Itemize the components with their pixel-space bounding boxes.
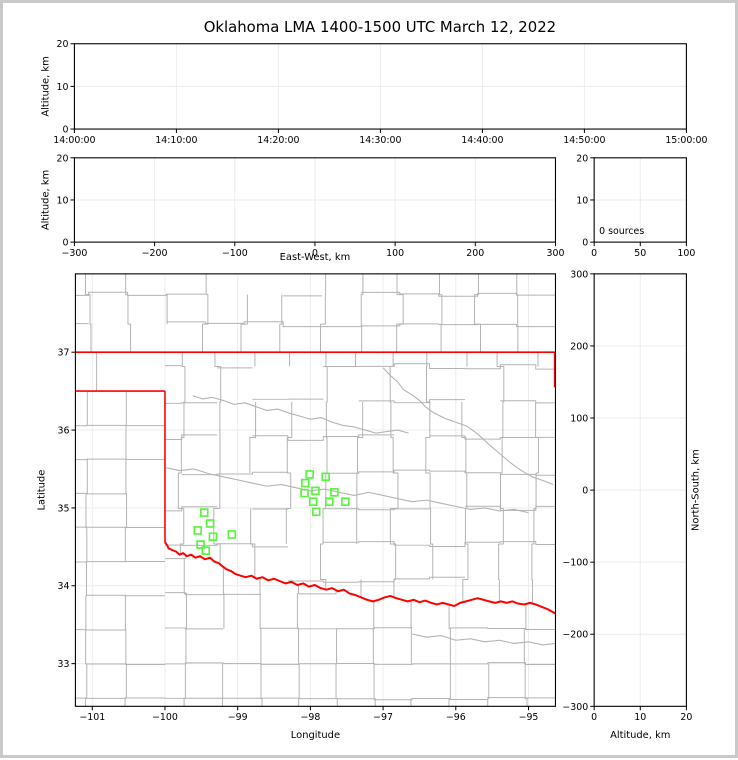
x-tick-label: 10 <box>634 712 646 723</box>
y-tick-label: 20 <box>56 39 68 50</box>
latitude-tick-label: 36 <box>57 426 69 437</box>
longitude-tick-label: −95 <box>519 712 539 723</box>
county-boundaries-texas-east <box>164 554 556 707</box>
latitude-tick-label: 35 <box>57 503 69 514</box>
x-tick-label: 14:00:00 <box>53 135 95 146</box>
x-tick-label: 0 <box>312 248 318 259</box>
y-tick-label: 20 <box>576 153 588 164</box>
lma-stations-group <box>193 470 350 556</box>
map-xlabel: Longitude <box>291 730 340 741</box>
y-tick-label: 0 <box>582 486 588 497</box>
y-tick-label: 20 <box>56 153 68 164</box>
x-tick-label: 100 <box>386 248 404 259</box>
y-tick-label: 200 <box>570 341 588 352</box>
map-ylabel: Latitude <box>37 470 48 511</box>
lma-station-marker <box>199 508 209 517</box>
lma-station-marker <box>340 497 350 507</box>
map-content <box>75 273 556 707</box>
figure-title: Oklahoma LMA 1400-1500 UTC March 12, 202… <box>204 18 556 36</box>
lma-station-marker <box>208 532 218 542</box>
lma-figure: Oklahoma LMA 1400-1500 UTC March 12, 202… <box>37 18 708 741</box>
y-tick-label: 100 <box>570 413 588 424</box>
ew-panel-xlabel: East-West, km <box>280 252 351 263</box>
lma-station-marker <box>196 540 205 549</box>
longitude-tick-label: −96 <box>446 712 466 723</box>
state-border-red-river <box>164 541 556 615</box>
northsouth-altitude-panel: 0 10 20 300 200 100 0 −100 −200 −300 Altitude, km N… <box>562 269 701 741</box>
panel-frame <box>74 273 557 707</box>
y-tick-label: 0 <box>62 238 68 249</box>
longitude-tick-label: −100 <box>152 712 178 723</box>
y-tick-label: 0 <box>582 238 588 249</box>
panel-frame <box>593 157 687 243</box>
altitude-histogram-panel: 0 50 100 0 10 20 0 sources <box>576 153 695 259</box>
lma-station-marker <box>301 478 310 488</box>
y-tick-label: 0 <box>62 125 68 136</box>
longitude-tick-label: −99 <box>228 712 248 723</box>
county-boundaries-texas-panhandle <box>75 391 165 707</box>
latitude-tick-label: 33 <box>57 659 69 670</box>
lma-station-marker <box>321 472 330 482</box>
ew-panel-ylabel: Altitude, km <box>41 170 52 230</box>
time-panel-ylabel: Altitude, km <box>41 56 52 116</box>
x-tick-label: 0 <box>591 248 597 259</box>
lma-station-marker <box>193 526 203 535</box>
y-tick-label: 300 <box>570 269 588 280</box>
x-tick-label: 300 <box>546 248 564 259</box>
river-line <box>412 633 555 646</box>
lma-station-marker <box>308 497 318 507</box>
longitude-tick-label: −101 <box>79 712 105 723</box>
x-tick-label: 14:10:00 <box>155 135 197 146</box>
ns-panel-xlabel: Altitude, km <box>610 730 670 741</box>
river-line <box>164 466 529 514</box>
latitude-tick-label: 34 <box>57 581 69 592</box>
x-tick-label: 50 <box>634 248 646 259</box>
river-line <box>192 395 409 434</box>
x-tick-label: −200 <box>142 248 168 259</box>
x-tick-label: −300 <box>61 248 87 259</box>
x-tick-label: −100 <box>222 248 248 259</box>
lma-station-marker <box>330 488 339 497</box>
x-tick-label: 200 <box>466 248 484 259</box>
x-tick-label: 0 <box>591 712 597 723</box>
lma-station-marker <box>305 470 315 479</box>
eastwest-altitude-panel: −300 −200 −100 0 100 200 300 0 10 20 Altitude, km E… <box>41 153 565 263</box>
x-tick-label: 15:00:00 <box>665 135 707 146</box>
county-boundaries-kansas <box>75 273 556 353</box>
x-tick-label: 14:20:00 <box>257 135 299 146</box>
longitude-tick-label: −97 <box>373 712 393 723</box>
y-tick-label: 10 <box>56 195 68 206</box>
source-count-annotation: 0 sources <box>599 226 644 237</box>
y-tick-label: 10 <box>576 195 588 206</box>
lma-station-marker <box>300 488 309 498</box>
river-line <box>382 367 554 486</box>
x-tick-label: 100 <box>677 248 695 259</box>
x-tick-label: 20 <box>680 712 692 723</box>
longitude-tick-label: −98 <box>300 712 320 723</box>
lma-station-marker <box>311 486 320 496</box>
panel-frame <box>73 157 557 243</box>
lma-station-marker <box>205 519 215 528</box>
lma-station-marker <box>227 530 237 539</box>
x-tick-label: 14:50:00 <box>563 135 605 146</box>
plan-view-map-panel: −101 −100 −99 −98 −97 −96 −95 33 34 35 36 37 Longitu… <box>37 273 557 741</box>
lma-station-marker <box>201 546 211 556</box>
lma-station-marker <box>325 497 334 507</box>
panel-frame <box>73 43 687 130</box>
x-tick-label: 14:40:00 <box>461 135 503 146</box>
ns-panel-ylabel: North-South, km <box>690 449 701 531</box>
y-tick-label: −300 <box>562 702 588 713</box>
y-tick-label: −100 <box>562 558 588 569</box>
panels-group: 14:00:00 14:10:00 14:20:00 14:30:00 14:40:00… <box>37 39 708 741</box>
y-tick-label: 10 <box>56 82 68 93</box>
lma-station-marker <box>311 507 321 517</box>
time-altitude-panel: 14:00:00 14:10:00 14:20:00 14:30:00 14:40:00… <box>41 39 708 146</box>
y-tick-label: −200 <box>562 630 588 641</box>
latitude-tick-label: 37 <box>57 348 69 359</box>
x-tick-label: 14:30:00 <box>359 135 401 146</box>
panel-frame <box>593 273 687 707</box>
